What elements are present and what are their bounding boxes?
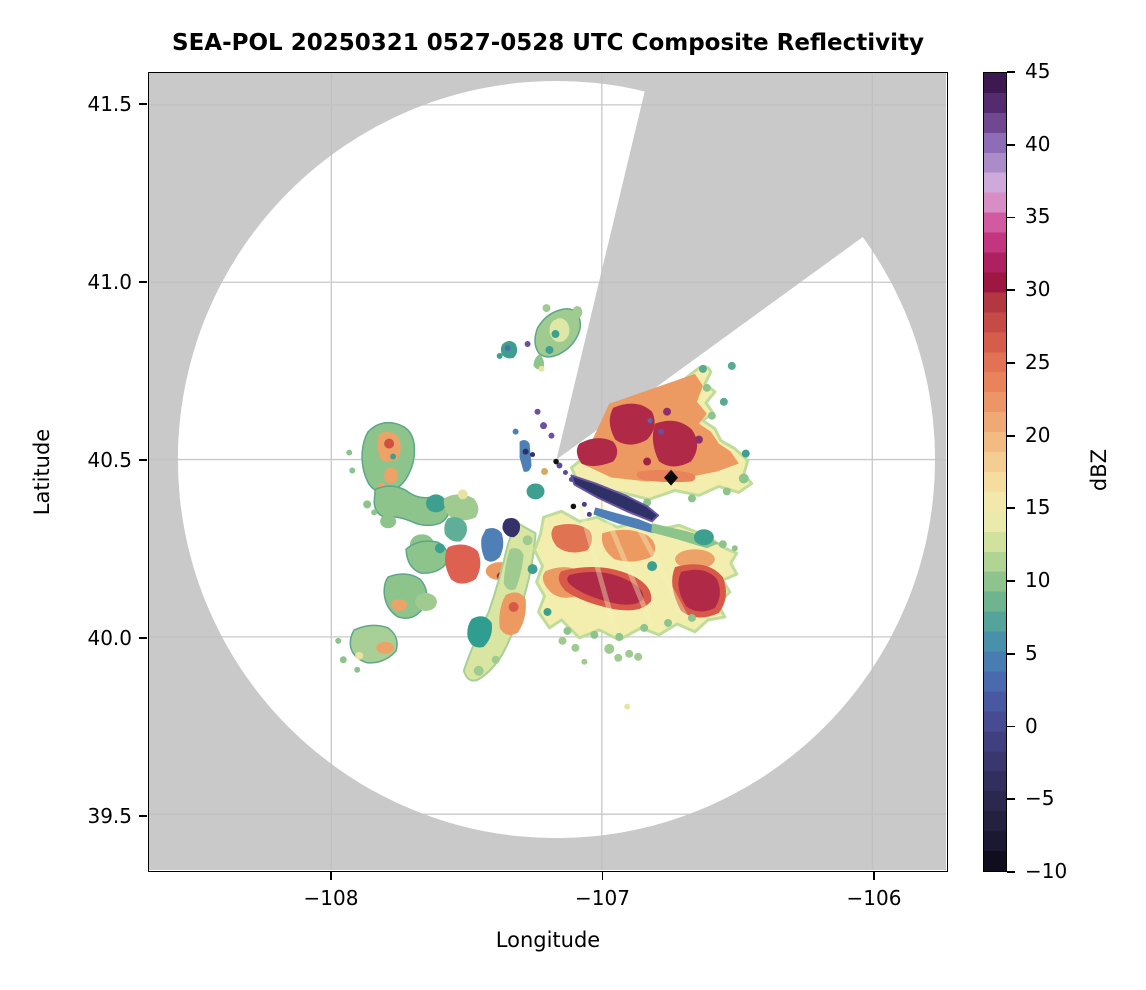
colorbar-tick-mark (1007, 725, 1015, 728)
echo-southwest-cluster (335, 540, 449, 673)
colorbar-tick-mark (1007, 507, 1015, 510)
small-black-dot (570, 503, 577, 510)
x-tick-label: −108 (303, 886, 359, 910)
blocked-sector-wedge (556, 73, 946, 460)
colorbar-label: dBZ (1087, 448, 1111, 492)
colorbar-tick-label: 25 (1025, 349, 1051, 374)
y-tick-label: 41.5 (87, 92, 132, 117)
colorbar-tick-label: 10 (1025, 568, 1051, 593)
colorbar-tick-label: −5 (1025, 786, 1055, 811)
colorbar-tick-label: 20 (1025, 422, 1051, 447)
y-tick-mark (139, 815, 147, 817)
grid-lines (149, 73, 946, 870)
y-tick-label: 40.5 (87, 448, 132, 473)
colorbar-tick-mark (1007, 871, 1015, 873)
colorbar-tick-label: −10 (1025, 859, 1068, 883)
map-markers (553, 458, 679, 510)
echo-ese-bands (570, 474, 738, 552)
colorbar-tick-label: 30 (1025, 277, 1051, 302)
colorbar-tick-mark (1007, 362, 1015, 364)
y-tick-label: 40.0 (87, 626, 132, 651)
radial-striations (576, 494, 690, 632)
radar-location-dot (553, 458, 559, 465)
y-tick-mark (139, 103, 147, 105)
colorbar-tick-label: 15 (1025, 495, 1051, 520)
echo-field (335, 304, 754, 710)
y-tick-label: 39.5 (87, 804, 132, 829)
echo-center-specks (481, 408, 665, 562)
y-tick-mark (139, 459, 147, 461)
y-tick-mark (139, 281, 147, 283)
x-axis-label: Longitude (495, 928, 601, 952)
echo-southeast-region (527, 494, 739, 710)
colorbar-tick-label: 40 (1025, 131, 1051, 156)
colorbar-tick-label: 0 (1025, 713, 1038, 738)
colorbar-tick-mark (1007, 580, 1015, 582)
echo-west-cluster (346, 421, 479, 555)
echo-northeast-triangle (569, 361, 754, 507)
x-tick-mark (330, 872, 332, 880)
colorbar (983, 72, 1007, 872)
y-tick-mark (139, 637, 147, 639)
x-tick-mark (873, 872, 875, 880)
colorbar-tick-mark (1007, 434, 1015, 437)
colorbar-tick-mark (1007, 652, 1015, 655)
colorbar-tick-label: 35 (1025, 204, 1051, 229)
echo-south-spokes (445, 522, 537, 682)
map-panel (148, 72, 948, 872)
x-tick-mark (601, 872, 604, 880)
y-tick-label: 41.0 (87, 270, 132, 295)
x-tick-label: −106 (846, 886, 902, 910)
colorbar-tick-mark (1007, 143, 1015, 146)
echo-north-cells (496, 304, 583, 372)
plot-title: SEA-POL 20250321 0527-0528 UTC Composite… (172, 30, 924, 56)
colorbar-tick-mark (1007, 216, 1015, 219)
colorbar-tick-mark (1007, 71, 1015, 73)
reflectivity-map (149, 73, 946, 870)
site-diamond-marker (664, 469, 679, 486)
colorbar-tick-label: 45 (1025, 59, 1051, 83)
colorbar-tick-label: 5 (1025, 640, 1038, 665)
colorbar-tick-mark (1007, 798, 1015, 801)
colorbar-tick-mark (1007, 289, 1015, 292)
y-axis-label: Latitude (30, 428, 54, 516)
x-tick-label: −107 (575, 886, 630, 910)
